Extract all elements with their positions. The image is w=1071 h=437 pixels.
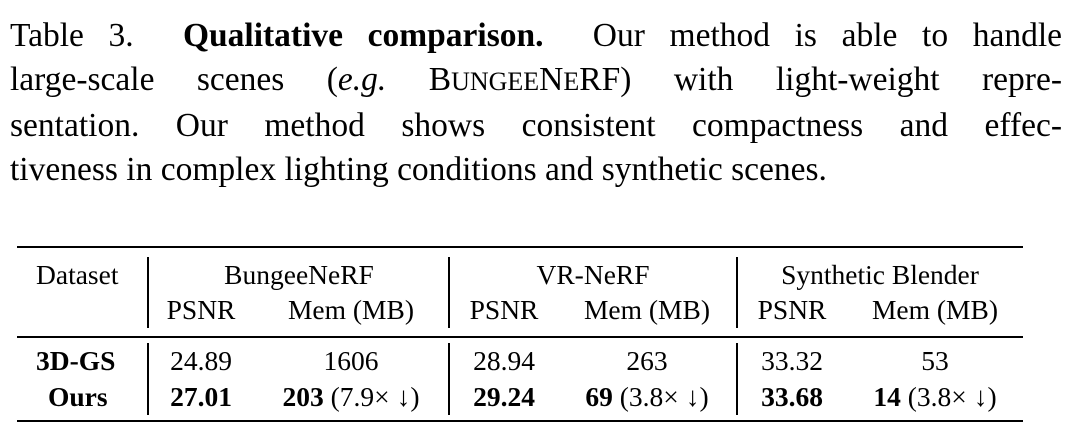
caption-line-4: tiveness in complex lighting conditions … bbox=[10, 148, 1062, 192]
caption-text-3: sentation. Our method shows consistent c… bbox=[10, 107, 1062, 144]
reduction-factor: (3.8× ↓) bbox=[907, 381, 997, 412]
method-3dgs: 3D-GS bbox=[36, 345, 116, 376]
group-header-vrnerf: VR-NeRF bbox=[536, 259, 650, 290]
mem-value-best: 203 (7.9× ↓) bbox=[283, 381, 420, 413]
mem-value-best: 69 (3.8× ↓) bbox=[585, 381, 708, 413]
psnr-value: 33.32 bbox=[761, 345, 823, 376]
mem-number: 69 bbox=[585, 381, 613, 412]
vline-body bbox=[736, 343, 738, 415]
caption-line-1: Table 3. Qualitative comparison. Our met… bbox=[10, 14, 1062, 58]
caption-sc-b: B bbox=[386, 61, 452, 98]
psnr-value-best: 27.01 bbox=[170, 381, 232, 412]
metric-psnr: PSNR bbox=[469, 294, 539, 325]
caption-sc-ungee: UNGEE bbox=[451, 67, 540, 96]
mem-value-best: 14 (3.8× ↓) bbox=[873, 381, 996, 413]
caption-text-2b: ) with light-weight repre- bbox=[620, 61, 1062, 98]
dataset-header: Dataset bbox=[36, 259, 119, 290]
mem-number: 203 bbox=[282, 381, 324, 412]
group-header-synthetic: Synthetic Blender bbox=[781, 259, 979, 290]
caption-title: Qualitative comparison. bbox=[182, 17, 544, 54]
table-caption: Table 3. Qualitative comparison. Our met… bbox=[10, 14, 1062, 192]
psnr-value-best: 33.68 bbox=[761, 381, 823, 412]
method-ours: Ours bbox=[48, 381, 108, 412]
caption-line-3: sentation. Our method shows consistent c… bbox=[10, 104, 1062, 148]
group-header-bungeenerf: BungeeNeRF bbox=[224, 259, 374, 290]
caption-text-1: Our method is able to handle bbox=[592, 17, 1063, 54]
metric-mem: Mem (MB) bbox=[583, 294, 711, 325]
caption-sc-n: N bbox=[539, 61, 564, 98]
psnr-value: 28.94 bbox=[473, 345, 535, 376]
vline-header bbox=[736, 257, 738, 328]
caption-eg: e.g. bbox=[337, 61, 387, 98]
mem-value: 53 bbox=[921, 345, 949, 376]
top-rule bbox=[17, 246, 1023, 248]
reduction-factor: (7.9× ↓) bbox=[330, 381, 420, 412]
caption-sc-e: E bbox=[563, 67, 580, 96]
mem-value: 263 bbox=[626, 345, 668, 376]
caption-label: Table 3. bbox=[10, 17, 134, 54]
caption-text-4: tiveness in complex lighting conditions … bbox=[10, 151, 827, 188]
metric-psnr: PSNR bbox=[166, 294, 236, 325]
psnr-value: 24.89 bbox=[170, 345, 232, 376]
metric-mem: Mem (MB) bbox=[871, 294, 999, 325]
metric-mem: Mem (MB) bbox=[287, 294, 415, 325]
reduction-factor: (3.8× ↓) bbox=[619, 381, 709, 412]
mem-number: 14 bbox=[873, 381, 901, 412]
vline-body bbox=[147, 343, 149, 415]
mid-rule bbox=[17, 336, 1023, 338]
caption-text-2a: large-scale scenes ( bbox=[10, 61, 338, 98]
bottom-rule bbox=[17, 420, 1023, 422]
mem-value: 1606 bbox=[323, 345, 379, 376]
caption-line-2: large-scale scenes (e.g. BUNGEENERF) wit… bbox=[10, 58, 1062, 104]
vline-header bbox=[147, 257, 149, 328]
vline-body bbox=[448, 343, 450, 415]
vline-header bbox=[448, 257, 450, 328]
metric-psnr: PSNR bbox=[757, 294, 827, 325]
psnr-value-best: 29.24 bbox=[473, 381, 535, 412]
caption-sc-rf: RF bbox=[579, 61, 621, 98]
